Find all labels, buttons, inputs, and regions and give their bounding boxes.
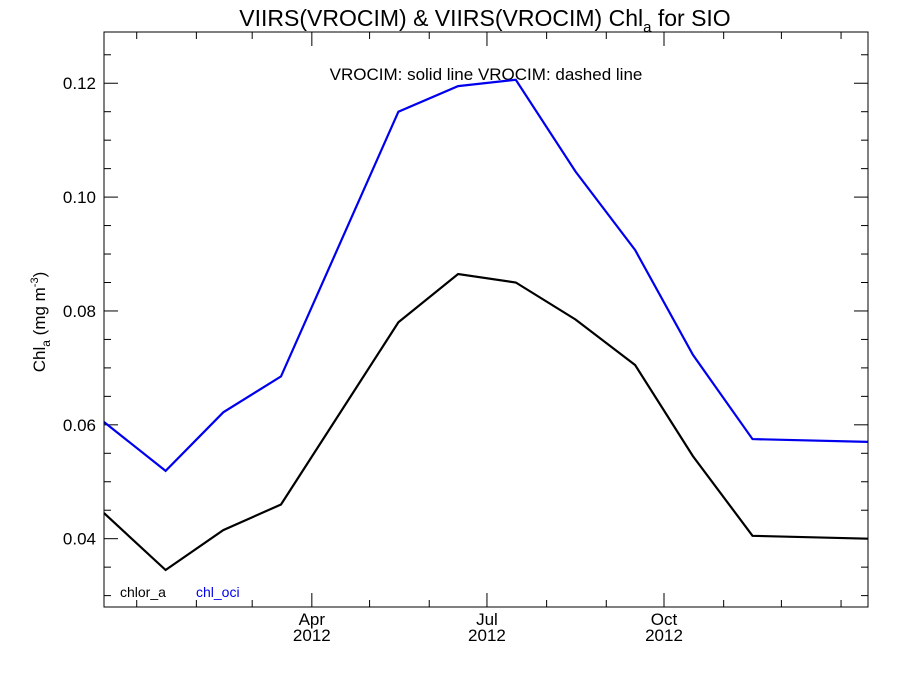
plot-frame	[103, 31, 869, 608]
y-axis-label-close: )	[30, 272, 49, 278]
y-axis-label-superscript: -3	[29, 277, 41, 287]
x-tick-label-month: Apr	[299, 610, 326, 629]
y-axis-label: Chla (mg m-3)	[29, 272, 53, 373]
legend-entry-chl_oci: chl_oci	[196, 584, 240, 600]
chart-title-tail: for SIO	[651, 5, 730, 31]
legend-entry-chlor_a: chlor_a	[120, 584, 166, 600]
x-tick-label-year: 2012	[468, 626, 506, 645]
series-lines	[103, 78, 869, 572]
x-tick-label-month: Oct	[651, 610, 678, 629]
chart-title-subscript: a	[643, 19, 652, 36]
x-tick-label-month: Jul	[476, 610, 498, 629]
y-tick-label: 0.06	[63, 416, 96, 435]
chart-title: VIIRS(VROCIM) & VIIRS(VROCIM) Chla for S…	[239, 5, 730, 36]
legend: chlor_a chl_oci	[120, 584, 240, 600]
series-line-chlor_a	[103, 272, 869, 572]
y-axis-label-subscript: a	[39, 340, 53, 347]
chart-title-main: VIIRS(VROCIM) & VIIRS(VROCIM) Chl	[239, 5, 643, 31]
y-tick-label: 0.10	[63, 188, 96, 207]
series-line-chl_oci	[103, 78, 869, 473]
x-tick-label-year: 2012	[645, 626, 683, 645]
x-tick-label-year: 2012	[293, 626, 331, 645]
y-tick-label: 0.04	[63, 530, 96, 549]
y-axis-label-main: Chl	[30, 347, 49, 373]
line-style-annotation: VROCIM: solid line VROCIM: dashed line	[330, 65, 643, 84]
y-tick-label: 0.08	[63, 302, 96, 321]
axis-ticks: 0.040.060.080.100.12Apr2012Jul2012Oct201…	[63, 32, 868, 645]
y-tick-label: 0.12	[63, 74, 96, 93]
y-axis-label-unit: (mg m	[30, 287, 49, 340]
